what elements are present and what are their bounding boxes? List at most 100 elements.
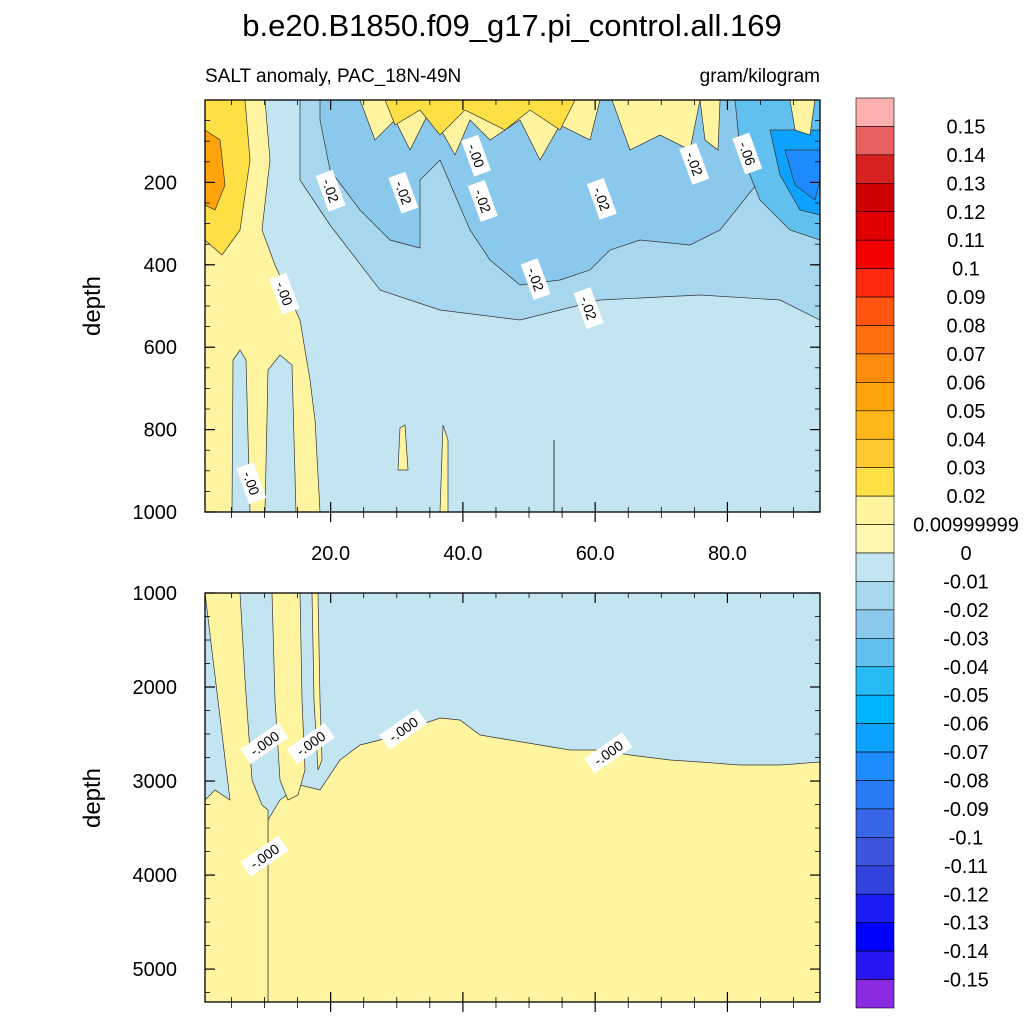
contour-label-text: -.02: [319, 177, 342, 205]
contour-label: -.00: [461, 134, 492, 177]
colorbar-label: 0.05: [947, 401, 986, 423]
colorbar-swatch: [855, 296, 895, 326]
colorbar-label: -0.03: [943, 628, 989, 650]
upper-x-tick-label: 60.0: [576, 543, 615, 565]
contour-label: -.02: [388, 171, 419, 214]
upper-y-tick-label: 800: [144, 420, 177, 442]
contour-label-bg: [315, 169, 346, 212]
contour-label-text: -.02: [590, 185, 613, 213]
colorbar-swatch: [855, 581, 895, 611]
upper-y-tick-label: 1000: [133, 502, 178, 524]
colorbar-label: -0.04: [943, 657, 989, 679]
colorbar-swatch: [855, 126, 895, 156]
lower-x-axis: [231, 593, 794, 1012]
colorbar-swatch: [855, 723, 895, 753]
chart-title: b.e20.B1850.f09_g17.pi_control.all.169: [242, 8, 782, 43]
contour-label: -.00: [236, 462, 267, 505]
colorbar-label: -0.14: [943, 941, 989, 963]
colorbar-swatch: [855, 808, 895, 838]
colorbar-label: 0.14: [947, 145, 986, 167]
upper-field-negative-blob-mid: [397, 424, 449, 512]
colorbar-swatch: [855, 837, 895, 867]
colorbar-label: -0.05: [943, 685, 989, 707]
contour-label: -.02: [586, 177, 617, 220]
colorbar-swatch: [855, 353, 895, 383]
colorbar-label: 0.03: [947, 458, 986, 480]
contour-label-text: -.06: [736, 139, 759, 167]
contour-label-text: -.00: [273, 280, 296, 308]
contour-label-text: -.02: [577, 294, 600, 322]
colorbar-label: 0: [960, 543, 971, 565]
contour-label: -.02: [315, 169, 346, 212]
colorbar-label: 0.08: [947, 316, 986, 338]
upper-contour-labels: -.02 -.02 -.00 -.02 -.02 -.02 -.06 -.02 -.02 -.00…: [236, 132, 763, 505]
contour-label-bg: [679, 142, 710, 185]
colorbar-label: 0.12: [947, 202, 986, 224]
colorbar-label: -0.08: [943, 771, 989, 793]
colorbar-swatch: [855, 524, 895, 554]
lower-y-tick-label: 2000: [133, 677, 178, 699]
contour-label-bg: [584, 732, 633, 774]
upper-x-tick-label: 40.0: [443, 543, 482, 565]
colorbar-label: -0.02: [943, 600, 989, 622]
colorbar-label: 0.06: [947, 372, 986, 394]
lower-plot-frame: [204, 592, 821, 1003]
upper-y-tick-label: 200: [144, 172, 177, 194]
colorbar-label: 0.1: [952, 259, 980, 281]
colorbar-swatch: [855, 950, 895, 980]
colorbar: 0.15 0.14 0.13 0.12 0.11 0.1 0.09 0.08 0.07 0.06 0…: [855, 97, 1019, 1009]
colorbar-label: 0.15: [947, 116, 986, 138]
colorbar-label: -0.06: [943, 714, 989, 736]
contour-label-bg: [240, 835, 289, 877]
colorbar-label: -0.01: [943, 571, 989, 593]
contour-label-bg: [573, 287, 604, 329]
lower-field-positive-deep: [267, 717, 820, 1002]
colorbar-label: 0.02: [947, 486, 986, 508]
contour-label-bg: [586, 177, 617, 220]
lower-y-axis-title: depth: [79, 768, 106, 828]
contour-label-bg: [236, 462, 267, 505]
lower-y-tick-label: 1000: [133, 583, 178, 605]
colorbar-swatch: [855, 666, 895, 696]
colorbar-swatch: [855, 154, 895, 184]
contour-label: -.02: [467, 180, 498, 222]
upper-y-tick-label: 600: [144, 337, 177, 359]
colorbar-swatch: [855, 97, 895, 127]
contour-label: -.00: [269, 272, 300, 315]
upper-field-positive-left-04: [205, 129, 226, 211]
contour-label-bg: [467, 180, 498, 222]
colorbar-swatch: [855, 382, 895, 412]
lower-field-positive-strip-3: [311, 593, 323, 771]
contour-label-bg: [269, 272, 300, 315]
colorbar-label: 0.09: [947, 287, 986, 309]
colorbar-label: -0.13: [943, 913, 989, 935]
contour-label-text: -.02: [471, 187, 494, 215]
colorbar-swatch: [855, 467, 895, 497]
colorbar-swatch: [855, 609, 895, 639]
lower-y-tick-label: 3000: [133, 771, 178, 793]
colorbar-label: 0.00999999: [913, 515, 1019, 537]
lower-y-tick-label: 4000: [133, 865, 178, 887]
colorbar-swatch: [855, 325, 895, 355]
upper-field-positive-right: [611, 100, 816, 151]
upper-x-axis: 20.0 40.0 60.0 80.0: [231, 100, 794, 565]
upper-panel: -.02 -.02 -.00 -.02 -.02 -.02 -.06 -.02 -.02 -.00…: [79, 99, 821, 565]
upper-y-tick-label: 400: [144, 255, 177, 277]
colorbar-swatch: [855, 751, 895, 781]
colorbar-swatch: [855, 552, 895, 582]
lower-panel: -.000 -.000 -.000-.000-.000 10002000300040…: [79, 583, 821, 1012]
colorbar-swatch: [855, 268, 895, 298]
lower-y-tick-label: 5000: [133, 959, 178, 981]
chart-subtitle-left: SALT anomaly, PAC_18N-49N: [205, 66, 461, 87]
colorbar-swatch: [855, 922, 895, 952]
chart-subtitle-right: gram/kilogram: [700, 66, 820, 87]
upper-y-axis-title: depth: [79, 276, 106, 336]
contour-label-bg: [240, 722, 289, 765]
colorbar-swatch: [855, 495, 895, 525]
colorbar-swatch: [855, 638, 895, 668]
contour-label-text: -.02: [524, 265, 547, 293]
colorbar-swatch: [855, 410, 895, 440]
contour-label-bg: [379, 708, 428, 750]
colorbar-swatch: [855, 211, 895, 241]
